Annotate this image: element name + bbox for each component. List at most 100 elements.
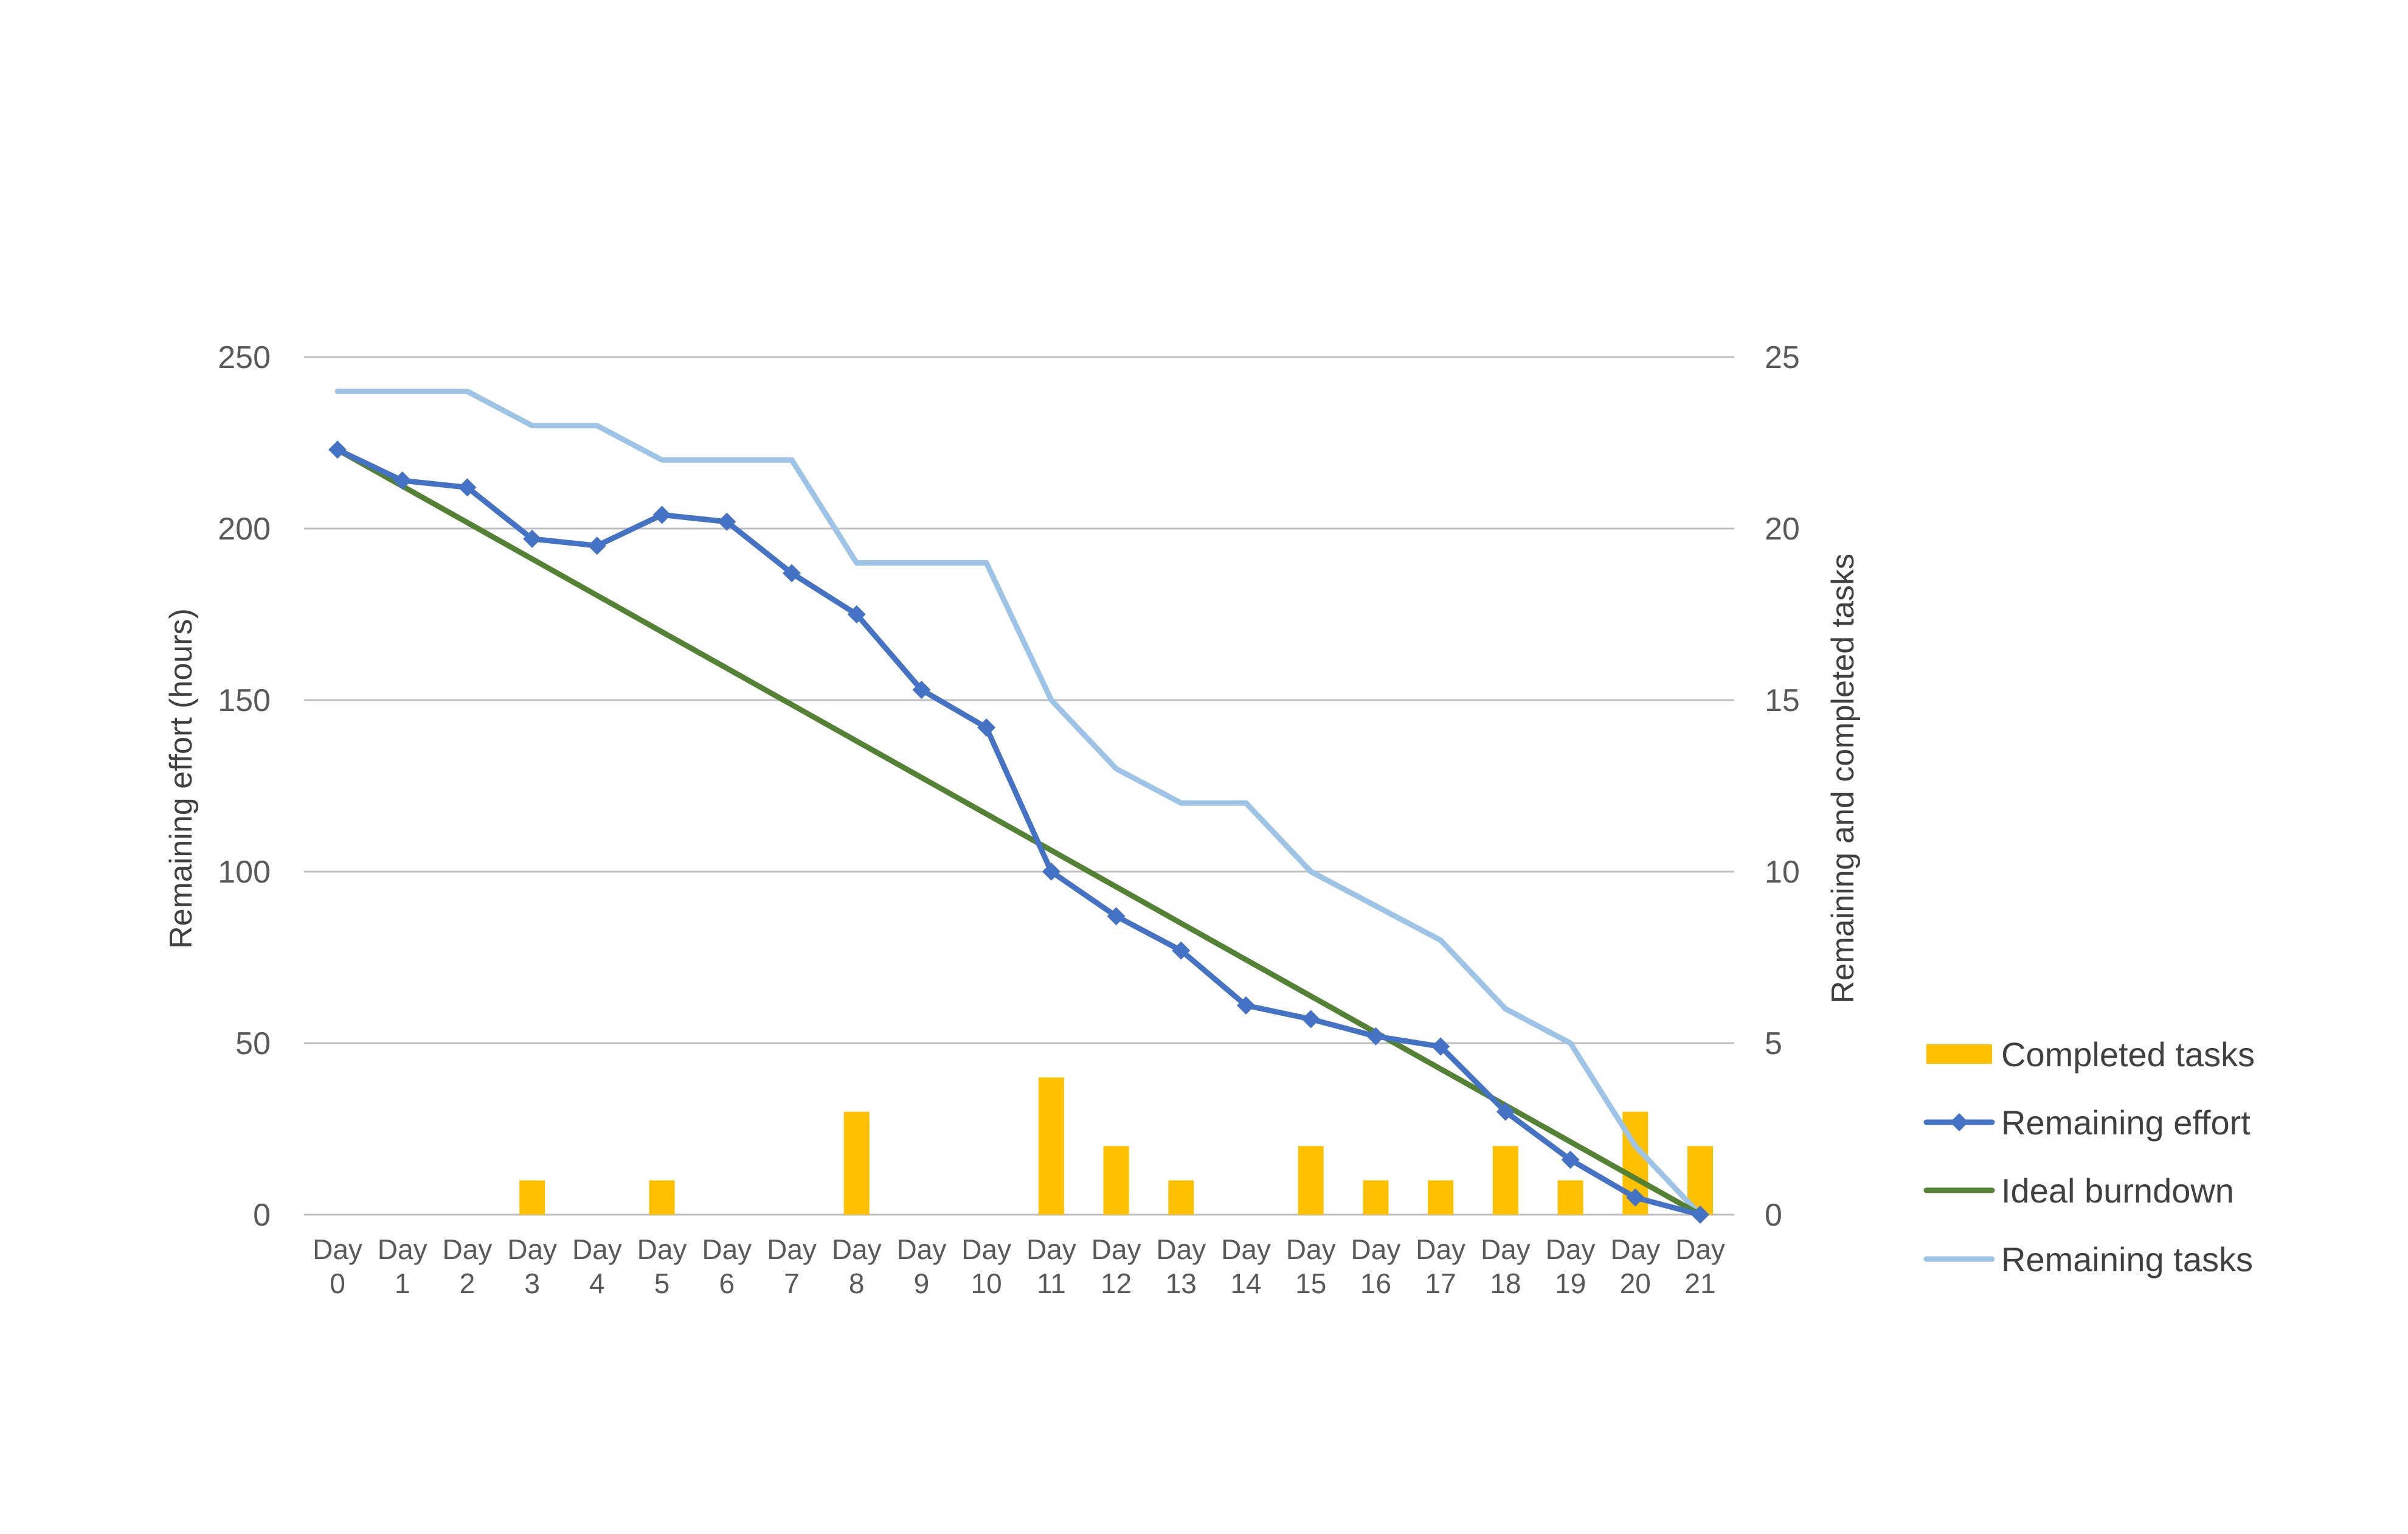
completed-tasks-bars [519,1077,1713,1215]
completed-tasks-bar [1298,1146,1324,1215]
completed-tasks-bar [1038,1077,1064,1215]
x-tick-label-line: 16 [1360,1268,1391,1299]
x-tick-label-line: 20 [1620,1268,1651,1299]
x-tick-label: Day 7 [767,1234,817,1299]
completed-tasks-bar [1168,1180,1194,1215]
x-tick-label-line: 6 [719,1268,735,1299]
x-tick-label-line: 5 [654,1268,670,1299]
x-tick-label-line: Day [1286,1234,1336,1265]
x-tick-label: Day 14 [1221,1234,1271,1299]
x-tick-label-line: 9 [914,1268,930,1299]
x-tick-label-line: 12 [1101,1268,1132,1299]
remaining-effort-point [1626,1188,1645,1207]
x-tick-label-line: 14 [1230,1268,1261,1299]
x-tick-label-line: 2 [460,1268,476,1299]
x-tick-label: Day 16 [1351,1234,1401,1299]
completed-tasks-bar [1492,1146,1518,1215]
x-tick-label: Day 1 [378,1234,427,1299]
legend-label-remaining-tasks: Remaining tasks [2001,1240,2253,1279]
legend: Completed tasks Remaining effort Ideal bur… [1923,1035,2255,1279]
x-tick-label-line: 8 [849,1268,865,1299]
completed-tasks-bar [1363,1180,1389,1215]
x-tick-label-line: Day [1546,1234,1596,1265]
y-left-axis-title: Remaining effort (hours) [164,608,199,949]
y-left-tick-label: 50 [235,1026,271,1061]
completed-tasks-bar [843,1111,870,1215]
legend-label-completed-tasks: Completed tasks [2001,1035,2255,1074]
x-tick-label-line: Day [767,1234,817,1265]
y-left-tick-label: 100 [218,855,271,890]
legend-marker-remaining-effort [1950,1113,1968,1131]
x-tick-label: Day 4 [572,1234,622,1299]
y-right-tick-label: 20 [1765,512,1800,547]
x-tick-label-line: Day [443,1234,493,1265]
x-tick-label: Day 10 [961,1234,1011,1299]
completed-tasks-bar [1557,1180,1583,1215]
ideal-burndown-line [334,446,1703,1218]
y-left-tick-label: 250 [218,340,271,375]
x-tick-label: Day 6 [702,1234,752,1299]
remaining-effort-point [1431,1037,1450,1056]
y-right-tick-label: 0 [1765,1198,1782,1233]
x-tick-label-line: 13 [1166,1268,1197,1299]
x-tick-label-line: 7 [784,1268,800,1299]
legend-label-ideal-burndown: Ideal burndown [2001,1171,2234,1210]
x-tick-label: Day 12 [1092,1234,1141,1299]
remaining-effort-point [718,512,736,531]
x-tick-label: Day 2 [443,1234,493,1299]
remaining-effort-point [1237,996,1255,1015]
x-tick-label: Day 20 [1610,1234,1660,1299]
x-tick-label-line: 1 [395,1268,410,1299]
x-tick-label-line: Day [1351,1234,1401,1265]
remaining-effort-point [1301,1010,1320,1029]
y-right-axis-title: Remaining and completed tasks [1825,554,1861,1004]
completed-tasks-bar [1103,1146,1129,1215]
x-tick-label-line: Day [897,1234,947,1265]
remaining-effort-point [1496,1102,1515,1121]
x-tick-label-line: Day [1156,1234,1206,1265]
x-tick-label-line: 21 [1684,1268,1715,1299]
x-tick-label-line: Day [1092,1234,1141,1265]
x-tick-label-line: Day [1481,1234,1531,1265]
x-tick-label-line: Day [1675,1234,1725,1265]
x-tick-label-line: 17 [1425,1268,1456,1299]
x-tick-label-line: Day [572,1234,622,1265]
x-tick-label: Day 5 [637,1234,687,1299]
remaining-effort-point [783,564,801,583]
remaining-tasks-line [334,388,1703,1218]
x-tick-label: Day 9 [897,1234,947,1299]
y-right-tick-label: 5 [1765,1026,1782,1061]
remaining-effort-point [587,536,606,555]
completed-tasks-bar [1428,1180,1454,1215]
remaining-effort-point [1366,1027,1385,1046]
remaining-effort-point [328,440,347,459]
remaining-effort-point [977,718,996,737]
x-tick-label: Day 8 [832,1234,882,1299]
legend-swatch-completed-tasks [1926,1044,1992,1064]
remaining-effort-point [1042,862,1060,881]
x-tick-label-line: Day [702,1234,752,1265]
y-left-tick-label: 0 [253,1198,271,1233]
remaining-effort-point [1172,941,1191,960]
x-tick-label-line: 0 [330,1268,345,1299]
x-tick-label: Day 15 [1286,1234,1336,1299]
x-tick-label-line: 18 [1490,1268,1521,1299]
x-tick-label-line: Day [313,1234,362,1265]
remaining-effort-point [912,681,931,699]
remaining-effort-point [1561,1150,1580,1169]
gridlines [304,356,1734,1216]
x-tick-label-line: Day [1221,1234,1271,1265]
x-tick-label-line: 10 [971,1268,1002,1299]
x-tick-label-line: Day [1610,1234,1660,1265]
completed-tasks-bar [649,1180,675,1215]
remaining-effort-point [652,505,671,524]
x-tick-label: Day 11 [1026,1234,1076,1299]
remaining-effort-point [393,471,412,490]
remaining-effort-point [1691,1206,1709,1224]
y-left-tick-label: 150 [218,683,271,718]
legend-label-remaining-effort: Remaining effort [2001,1103,2251,1142]
x-tick-label: Day 21 [1675,1234,1725,1299]
